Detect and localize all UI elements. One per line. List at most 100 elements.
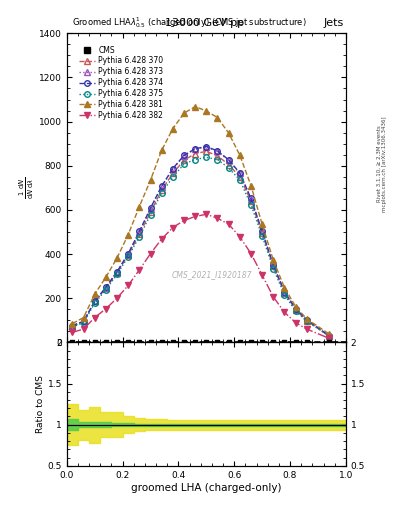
Point xyxy=(203,338,209,347)
Pythia 6.428 382 xyxy=(327,335,331,342)
Pythia 6.428 370 xyxy=(171,170,175,177)
Pythia 6.428 370 xyxy=(293,307,298,313)
Pythia 6.428 374 xyxy=(204,143,209,150)
Pythia 6.428 382 xyxy=(137,267,142,273)
Pythia 6.428 370 xyxy=(70,323,75,329)
Point xyxy=(181,338,187,347)
Pythia 6.428 375 xyxy=(327,333,331,339)
Pythia 6.428 374 xyxy=(226,157,231,163)
Pythia 6.428 374 xyxy=(148,205,153,211)
X-axis label: groomed LHA (charged-only): groomed LHA (charged-only) xyxy=(131,482,281,493)
Pythia 6.428 381 xyxy=(282,285,287,291)
Pythia 6.428 370 xyxy=(327,333,331,339)
Pythia 6.428 370 xyxy=(81,318,86,325)
Pythia 6.428 374 xyxy=(182,152,186,158)
Point xyxy=(103,338,109,347)
Pythia 6.428 382 xyxy=(171,224,175,230)
Pythia 6.428 373 xyxy=(282,289,287,295)
Point xyxy=(158,338,165,347)
Pythia 6.428 370 xyxy=(115,270,119,276)
Pythia 6.428 374 xyxy=(305,317,309,323)
Pythia 6.428 375 xyxy=(171,174,175,180)
Pythia 6.428 373 xyxy=(215,148,220,155)
Pythia 6.428 375 xyxy=(103,287,108,293)
Pythia 6.428 370 xyxy=(237,174,242,180)
Pythia 6.428 381 xyxy=(249,182,253,188)
Y-axis label: $\frac{1}{\mathrm{d}N}\frac{\mathrm{d}N}{\mathrm{d}\lambda}$: $\frac{1}{\mathrm{d}N}\frac{\mathrm{d}N}… xyxy=(18,177,36,199)
Pythia 6.428 382 xyxy=(159,236,164,242)
Pythia 6.428 374 xyxy=(126,250,130,257)
Pythia 6.428 370 xyxy=(137,231,142,237)
Pythia 6.428 373 xyxy=(193,146,198,152)
Pythia 6.428 370 xyxy=(249,198,253,204)
Pythia 6.428 375 xyxy=(148,211,153,218)
Point xyxy=(237,338,243,347)
Pythia 6.428 375 xyxy=(70,324,75,330)
Pythia 6.428 375 xyxy=(115,271,119,278)
Pythia 6.428 374 xyxy=(103,284,108,290)
Pythia 6.428 381 xyxy=(293,304,298,310)
Pythia 6.428 373 xyxy=(293,306,298,312)
Pythia 6.428 373 xyxy=(92,298,97,305)
Pythia 6.428 382 xyxy=(249,250,253,257)
Point xyxy=(125,338,131,347)
Pythia 6.428 382 xyxy=(148,250,153,257)
Point xyxy=(281,338,288,347)
Pythia 6.428 375 xyxy=(260,233,264,239)
Pythia 6.428 375 xyxy=(92,300,97,306)
Pythia 6.428 381 xyxy=(204,108,209,114)
Pythia 6.428 374 xyxy=(81,318,86,325)
Pythia 6.428 374 xyxy=(159,183,164,189)
Pythia 6.428 381 xyxy=(171,125,175,132)
Pythia 6.428 375 xyxy=(271,266,275,272)
Pythia 6.428 382 xyxy=(81,326,86,332)
Pythia 6.428 375 xyxy=(293,308,298,314)
Pythia 6.428 370 xyxy=(193,151,198,157)
Pythia 6.428 375 xyxy=(305,318,309,325)
Pythia 6.428 375 xyxy=(193,157,198,163)
Pythia 6.428 382 xyxy=(115,295,119,301)
Pythia 6.428 382 xyxy=(260,272,264,278)
Pythia 6.428 373 xyxy=(126,251,130,257)
Pythia 6.428 370 xyxy=(159,187,164,193)
Pythia 6.428 373 xyxy=(182,153,186,159)
Pythia 6.428 382 xyxy=(193,214,198,220)
Pythia 6.428 374 xyxy=(115,269,119,275)
Pythia 6.428 373 xyxy=(260,228,264,234)
Pythia 6.428 382 xyxy=(215,215,220,221)
Point xyxy=(69,338,75,347)
Point xyxy=(259,338,265,347)
Pythia 6.428 370 xyxy=(282,290,287,296)
Pythia 6.428 381 xyxy=(215,115,220,121)
Pythia 6.428 373 xyxy=(148,206,153,212)
Line: Pythia 6.428 373: Pythia 6.428 373 xyxy=(70,144,332,338)
Pythia 6.428 381 xyxy=(159,147,164,153)
Text: 13000 GeV pp: 13000 GeV pp xyxy=(165,18,244,28)
Pythia 6.428 375 xyxy=(204,154,209,160)
Line: Pythia 6.428 370: Pythia 6.428 370 xyxy=(70,148,332,339)
Pythia 6.428 381 xyxy=(126,231,130,238)
Pythia 6.428 374 xyxy=(271,262,275,268)
Pythia 6.428 370 xyxy=(204,148,209,155)
Pythia 6.428 370 xyxy=(260,230,264,236)
Pythia 6.428 382 xyxy=(92,314,97,321)
Point xyxy=(326,338,332,347)
Pythia 6.428 381 xyxy=(70,321,75,327)
Point xyxy=(81,338,87,347)
Pythia 6.428 381 xyxy=(81,314,86,321)
Pythia 6.428 373 xyxy=(159,184,164,190)
Point xyxy=(292,338,299,347)
Pythia 6.428 381 xyxy=(137,203,142,209)
Pythia 6.428 382 xyxy=(271,294,275,300)
Text: Rivet 3.1.10, ≥ 2.3M events: Rivet 3.1.10, ≥ 2.3M events xyxy=(377,125,382,202)
Pythia 6.428 374 xyxy=(260,228,264,234)
Pythia 6.428 382 xyxy=(237,233,242,240)
Pythia 6.428 373 xyxy=(226,157,231,163)
Point xyxy=(214,338,220,347)
Pythia 6.428 373 xyxy=(81,318,86,325)
Point xyxy=(226,338,232,347)
Pythia 6.428 375 xyxy=(159,189,164,196)
Pythia 6.428 381 xyxy=(103,274,108,280)
Pythia 6.428 373 xyxy=(204,144,209,150)
Pythia 6.428 375 xyxy=(237,177,242,183)
